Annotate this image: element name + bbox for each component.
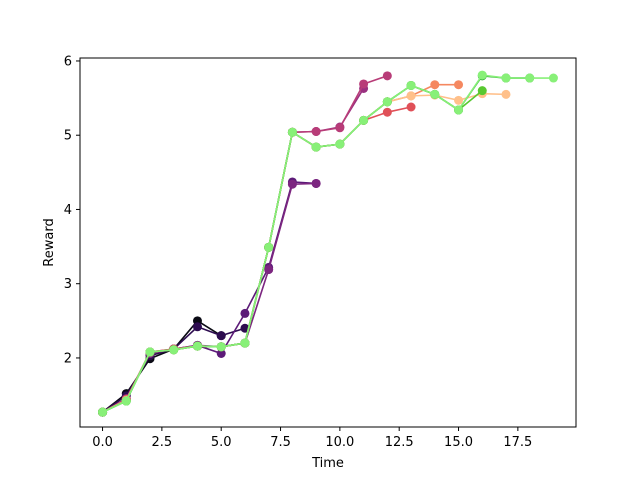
series-line [102,88,365,413]
data-point [192,341,202,351]
data-point [406,91,416,101]
series-12 [98,70,558,417]
data-point [501,89,511,99]
series-5 [98,83,369,417]
series-8 [98,80,464,417]
data-point [430,89,440,99]
data-point [359,115,369,125]
data-point [287,127,297,137]
data-point [335,123,345,133]
data-point [98,407,108,417]
data-point [192,322,202,332]
series-line [102,74,554,413]
data-point [335,139,345,149]
x-tick-label: 10.0 [325,435,354,450]
data-point [311,127,321,136]
x-tick-label: 15.0 [444,435,473,450]
x-tick-label: 17.5 [503,435,532,450]
data-point [311,142,321,152]
data-point [264,265,274,275]
data-point [382,97,392,107]
x-tick-label: 5.0 [211,435,232,450]
data-point [216,349,226,358]
data-point [406,80,416,90]
data-point [216,342,226,352]
data-point [477,86,487,96]
data-point [382,107,392,117]
y-axis-label: Reward [42,218,57,266]
data-point [548,73,558,83]
series-line [102,83,459,413]
data-point [454,105,464,115]
x-tick-label: 0.0 [92,435,113,450]
data-point [169,345,179,355]
x-tick-label: 7.5 [270,435,291,450]
data-point [121,396,131,406]
series-line [102,106,412,413]
x-axis-label: Time [311,456,344,471]
data-point [477,70,487,80]
series-4 [98,178,321,417]
data-point [406,102,416,112]
series-11 [98,71,535,417]
data-point [145,347,155,357]
data-point [454,95,464,105]
data-point [240,308,250,318]
x-tick-label: 2.5 [152,435,173,450]
data-point [454,80,464,90]
data-point [287,179,297,189]
series-layer [98,70,558,417]
plot-area-frame [79,57,577,428]
y-axis: 2 3 4 5 6 [64,54,80,366]
series-line [102,92,507,413]
data-point [359,79,369,89]
data-point [216,331,226,341]
data-point [240,323,250,333]
data-point [240,338,250,348]
series-9 [98,89,511,417]
data-point [264,242,274,252]
data-point [311,178,321,188]
series-3 [98,177,321,417]
y-tick-label: 6 [64,54,72,69]
y-tick-label: 4 [64,203,72,218]
x-tick-label: 12.5 [385,435,414,450]
y-tick-label: 3 [64,277,72,292]
series-line [102,74,530,413]
y-tick-label: 5 [64,129,72,144]
series-6 [98,71,392,417]
data-point [382,71,392,81]
y-tick-label: 2 [64,351,72,366]
x-axis: 0.0 2.5 5.0 7.5 10.0 12.5 15.0 17.5 [92,427,532,450]
series-line [102,319,222,413]
series-line [102,182,317,413]
data-point [501,73,511,83]
data-point [525,73,535,83]
data-point [430,80,440,90]
series-7 [98,102,416,417]
